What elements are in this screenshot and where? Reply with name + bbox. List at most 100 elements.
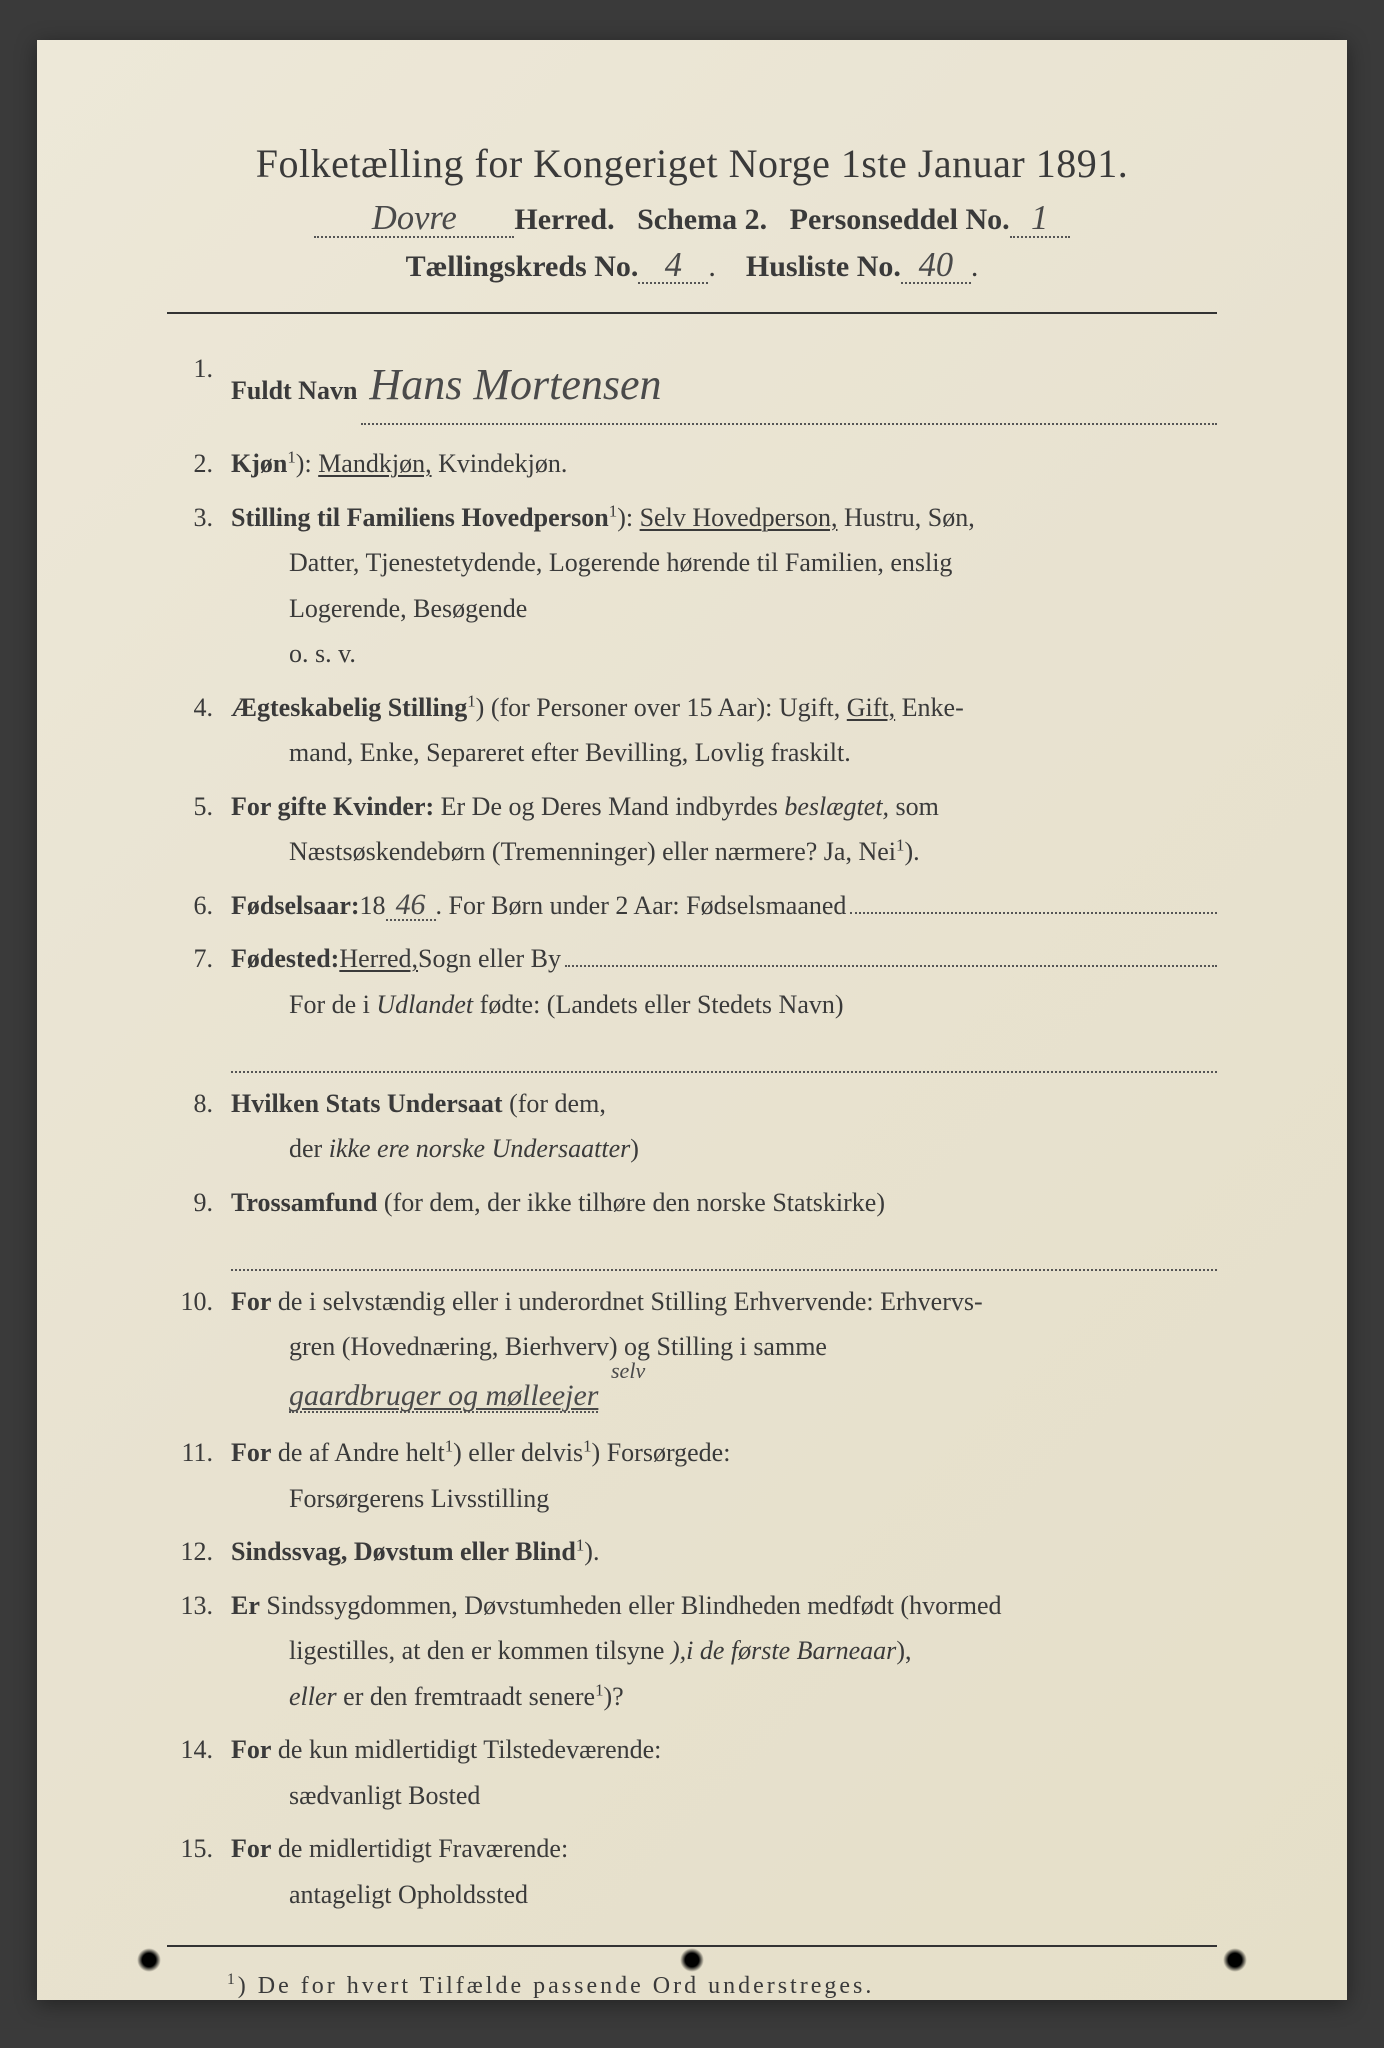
binding-hole-icon: [1223, 1948, 1247, 1972]
herred-value: Dovre: [372, 199, 457, 237]
field-15: 15. For de midlertidigt Fraværende: anta…: [167, 1826, 1217, 1917]
field-label: For: [231, 1735, 271, 1764]
field-num: 1.: [167, 346, 231, 433]
line: Sindssygdommen, Døvstumheden eller Blind…: [260, 1591, 1002, 1620]
text: de af Andre helt: [271, 1438, 444, 1467]
header-line-3: Tællingskreds No.4. Husliste No.40.: [167, 248, 1217, 285]
line: mand, Enke, Separeret efter Bevilling, L…: [231, 730, 1217, 776]
field-2: 2. Kjøn1): Mandkjøn, Kvindekjøn.: [167, 441, 1217, 487]
opt-und: Selv Hovedperson,: [640, 503, 838, 532]
field-num: 2.: [167, 441, 231, 487]
field-label: For: [231, 1287, 271, 1316]
census-form-page: Folketælling for Kongeriget Norge 1ste J…: [37, 40, 1347, 2000]
field-label: For: [231, 792, 271, 821]
field-num: 13.: [167, 1583, 231, 1720]
field-3: 3. Stilling til Familiens Hovedperson1):…: [167, 495, 1217, 677]
sup: 1: [576, 1535, 584, 1554]
em: eller: [289, 1682, 337, 1711]
field-label: Kjøn: [231, 449, 287, 478]
field-label: For: [231, 1438, 271, 1467]
text: fødte: (Landets eller Stedets Navn): [473, 990, 843, 1019]
husliste-value: 40: [919, 246, 954, 284]
opt-und: Gift,: [847, 693, 895, 722]
field-num: 4.: [167, 685, 231, 776]
text: ): [630, 1134, 639, 1163]
line: Logerende, Besøgende: [231, 586, 1217, 632]
husliste-label: Husliste No.: [746, 250, 901, 283]
text: )?: [604, 1682, 624, 1711]
field-5: 5. For gifte Kvinder: Er De og Deres Man…: [167, 784, 1217, 875]
field-num: 6.: [167, 883, 231, 929]
text: ligestilles, at den er kommen tilsyne: [289, 1636, 671, 1665]
rest: (for dem,: [509, 1089, 606, 1118]
field-label: Sindssvag, Døvstum eller Blind: [231, 1537, 576, 1566]
sup: 1: [287, 447, 295, 466]
field-num: 11.: [167, 1430, 231, 1521]
field-1: 1. Fuldt Navn Hans Mortensen: [167, 346, 1217, 433]
text: Enke-: [895, 693, 964, 722]
sup: 1: [227, 1971, 238, 1988]
person-value: 1: [1031, 199, 1048, 237]
field-label: Hvilken Stats Undersaat: [231, 1089, 509, 1118]
field-label: Ægteskabelig Stilling: [231, 693, 467, 722]
em: beslægtet,: [784, 792, 889, 821]
line: sædvanligt Bosted: [289, 1781, 480, 1810]
field-label: Trossamfund: [231, 1188, 384, 1217]
text: som: [889, 792, 939, 821]
line: gren (Hovednæring, Bierhverv) og Stillin…: [289, 1332, 827, 1361]
text: ),: [896, 1636, 911, 1665]
field-9: 9. Trossamfund (for dem, der ikke tilhør…: [167, 1180, 1217, 1271]
name-value: Hans Mortensen: [369, 360, 661, 409]
prefix: 18: [360, 883, 386, 929]
year-value: 46: [396, 888, 426, 921]
field-4: 4. Ægteskabelig Stilling1) (for Personer…: [167, 685, 1217, 776]
person-label: Personseddel No.: [790, 203, 1010, 236]
line: Forsørgerens Livsstilling: [289, 1484, 549, 1513]
field-num: 10.: [167, 1279, 231, 1422]
field-7: 7. Fødested: Herred, Sogn eller By For d…: [167, 936, 1217, 1073]
line: antageligt Opholdssted: [289, 1880, 528, 1909]
schema-label: Schema 2.: [637, 203, 767, 236]
page-title: Folketælling for Kongeriget Norge 1ste J…: [167, 140, 1217, 187]
form-body: 1. Fuldt Navn Hans Mortensen 2. Kjøn1): …: [167, 346, 1217, 1917]
line: Datter, Tjenestetydende, Logerende høren…: [231, 540, 1217, 586]
text: er den fremtraadt senere: [337, 1682, 595, 1711]
opt-underlined: Mandkjøn,: [318, 449, 431, 478]
line: Næstsøskendebørn (Tremenninger) eller næ…: [289, 837, 896, 866]
field-label: Er: [231, 1591, 260, 1620]
field-label: Stilling til Familiens Hovedperson: [231, 503, 609, 532]
footnote: 1) De for hvert Tilfælde passende Ord un…: [167, 1971, 1217, 2000]
herred-label: Herred.: [514, 203, 614, 236]
hw-over: selv: [611, 1352, 645, 1391]
sup: 1: [609, 501, 617, 520]
text: For de i: [289, 990, 376, 1019]
occupation-value: gaardbruger og mølleejer: [289, 1379, 598, 1412]
sup: 1: [445, 1436, 453, 1455]
header-line-2: Dovre Herred. Schema 2. Personseddel No. 1: [167, 201, 1217, 238]
kreds-label: Tællingskreds No.: [406, 250, 639, 283]
binding-hole-icon: [680, 1948, 704, 1972]
line: de midlertidigt Fraværende:: [271, 1834, 568, 1863]
text: ) Forsørgede:: [592, 1438, 731, 1467]
text: der: [289, 1134, 329, 1163]
line: de i selvstændig eller i underordnet Sti…: [271, 1287, 982, 1316]
opt-rest: Hustru, Søn,: [837, 503, 974, 532]
field-num: 12.: [167, 1529, 231, 1575]
rest: (for dem, der ikke tilhøre den norske St…: [384, 1188, 885, 1217]
blank-line: [231, 1229, 1217, 1271]
binding-hole-icon: [137, 1948, 161, 1972]
field-11: 11. For de af Andre helt1) eller delvis1…: [167, 1430, 1217, 1521]
rest: . For Børn under 2 Aar: Fødselsmaaned: [436, 883, 847, 929]
blank-line: [231, 1031, 1217, 1073]
opt-rest: Kvindekjøn.: [432, 449, 568, 478]
field-num: 3.: [167, 495, 231, 677]
field-num: 5.: [167, 784, 231, 875]
field-num: 7.: [167, 936, 231, 1073]
field-12: 12. Sindssvag, Døvstum eller Blind1).: [167, 1529, 1217, 1575]
field-num: 9.: [167, 1180, 231, 1271]
field-label: For: [231, 1834, 271, 1863]
kreds-value: 4: [665, 246, 682, 284]
sup: 1: [467, 691, 475, 710]
text: Er De og Deres Mand indbyrdes: [434, 792, 784, 821]
footnote-text: ) De for hvert Tilfælde passende Ord und…: [238, 1973, 875, 1999]
